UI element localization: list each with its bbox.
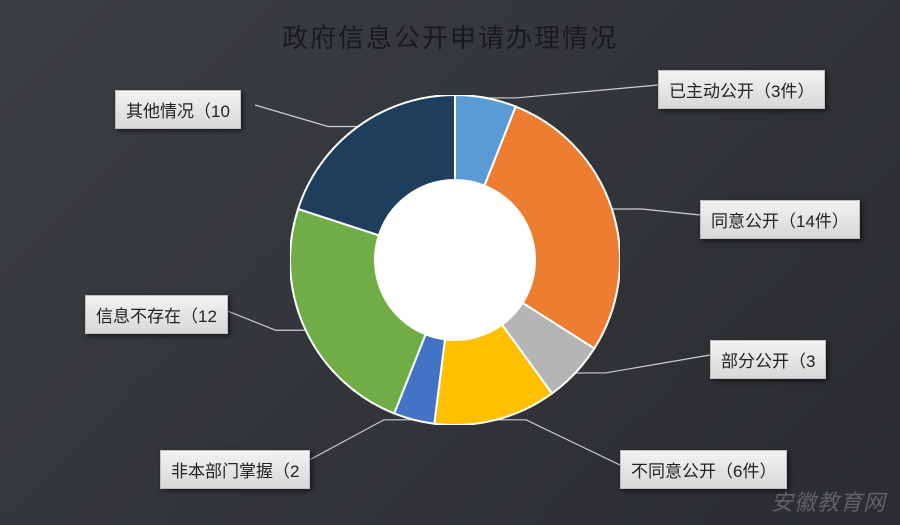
slice-label-3: 不同意公开（6件）	[620, 450, 787, 489]
leader-3	[496, 420, 620, 465]
donut-chart	[290, 95, 620, 425]
slice-label-5: 信息不存在（12	[85, 295, 228, 334]
slice-label-4: 非本部门掌握（2	[160, 450, 310, 489]
slice-label-0: 已主动公开（3件）	[658, 70, 825, 109]
slice-label-6: 其他情况（10	[115, 90, 241, 129]
leader-4	[300, 420, 414, 465]
watermark: 安徽教育网	[771, 485, 886, 517]
donut-hole	[375, 180, 535, 340]
leader-1	[612, 209, 700, 215]
slice-label-1: 同意公开（14件）	[700, 200, 860, 239]
slice-label-2: 部分公开（3	[710, 340, 826, 379]
donut-svg	[290, 95, 620, 425]
chart-container: 政府信息公开申请办理情况 已主动公开（3件）同意公开（14件）部分公开（3不同意…	[0, 0, 900, 525]
